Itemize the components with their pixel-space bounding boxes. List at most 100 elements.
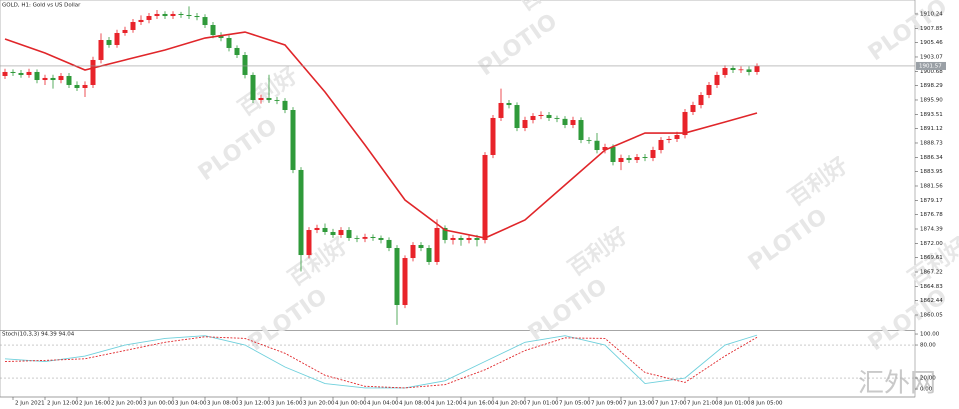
candle-body — [74, 84, 80, 88]
x-tick-label: 3 Jun 08:00 — [207, 401, 239, 407]
candle-body — [426, 248, 432, 262]
x-tick-label: 3 Jun 04:00 — [175, 401, 207, 407]
y-tick-label: 1867.22 — [920, 270, 943, 276]
candle-body — [98, 40, 104, 60]
candle-body — [506, 102, 512, 106]
candle-body — [146, 16, 152, 20]
candle-body — [394, 248, 400, 305]
x-tick-label: 3 Jun 20:00 — [303, 401, 335, 407]
candle-body — [338, 230, 344, 235]
candle-body — [482, 154, 488, 240]
candle-body — [50, 77, 56, 81]
candle-body — [18, 72, 24, 75]
y-tick-label: 1905.46 — [920, 40, 943, 46]
y-tick-label: 1893.51 — [920, 112, 943, 118]
candle-body — [66, 75, 72, 85]
candle-body — [658, 139, 664, 151]
candle-body — [138, 19, 144, 23]
y-tick-label: 80.00 — [920, 343, 936, 349]
candle-body — [530, 115, 536, 121]
candle-body — [258, 98, 264, 100]
x-tick-label: 7 Jun 09:00 — [591, 401, 623, 407]
candle-body — [602, 147, 608, 151]
current-price-label: 1901.57 — [919, 63, 942, 69]
candle-body — [634, 157, 640, 161]
y-tick-label: 0.00 — [920, 387, 933, 393]
moving-average — [4, 31, 758, 239]
candle-body — [34, 71, 40, 81]
candle-body — [346, 230, 352, 238]
candle-body — [194, 16, 200, 18]
candle-body — [754, 65, 760, 72]
candle-body — [234, 47, 240, 55]
current-price-box — [916, 61, 946, 70]
y-tick-label: 1898.29 — [920, 83, 943, 89]
y-tick-label: 1907.85 — [920, 26, 943, 32]
candle-body — [682, 111, 688, 136]
y-tick-label: 1883.95 — [920, 169, 943, 175]
candle-body — [330, 231, 336, 235]
x-tick-label: 2 Jun 2021 — [15, 401, 45, 407]
candle-body — [458, 237, 464, 240]
x-tick-label: 7 Jun 01:00 — [527, 401, 559, 407]
candle-body — [10, 71, 16, 73]
candle-body — [210, 25, 216, 36]
candle-body — [490, 117, 496, 155]
x-tick-label: 3 Jun 00:00 — [143, 401, 175, 407]
y-tick-label: 1903.07 — [920, 54, 943, 60]
candle-body — [82, 84, 88, 88]
candle-body — [42, 77, 48, 81]
candle-body — [282, 100, 288, 110]
candle-body — [314, 227, 320, 231]
x-tick-label: 7 Jun 05:00 — [559, 401, 591, 407]
y-tick-label: 1910.24 — [920, 11, 943, 17]
candle-body — [362, 236, 368, 239]
x-tick-label: 4 Jun 12:00 — [431, 401, 463, 407]
candle-body — [466, 237, 472, 240]
candle-body — [122, 29, 128, 33]
y-tick-label: 1895.90 — [920, 97, 943, 103]
y-tick-label: 1862.44 — [920, 298, 943, 304]
candle-body — [378, 237, 384, 240]
y-tick-label: 1860.05 — [920, 313, 943, 319]
x-tick-label: 8 Jun 01:00 — [719, 401, 751, 407]
candle-body — [370, 236, 376, 238]
candle-body — [746, 69, 752, 72]
candle-body — [306, 230, 312, 256]
candle-body — [178, 13, 184, 15]
candle-body — [642, 157, 648, 158]
x-tick-label: 4 Jun 20:00 — [495, 401, 527, 407]
candle-body — [322, 227, 328, 232]
candle-body — [514, 105, 520, 128]
candle-body — [354, 237, 360, 239]
y-tick-label: 100.00 — [920, 332, 940, 338]
candle-body — [610, 147, 616, 163]
candle-body — [266, 98, 272, 100]
y-tick-label: 1879.17 — [920, 198, 943, 204]
candle-body — [690, 105, 696, 112]
candle-body — [706, 84, 712, 96]
x-tick-label: 2 Jun 16:00 — [79, 401, 111, 407]
candle-body — [298, 169, 304, 256]
x-tick-label: 2 Jun 20:00 — [111, 401, 143, 407]
y-tick-label: 1891.12 — [920, 126, 943, 132]
candle-body — [162, 13, 168, 17]
y-tick-label: 1864.83 — [920, 284, 943, 290]
candle-body — [618, 157, 624, 163]
candle-body — [666, 138, 672, 140]
y-tick-label: 1874.39 — [920, 226, 943, 232]
y-tick-label: 1900.68 — [920, 69, 943, 75]
candle-body — [498, 102, 504, 118]
candle-body — [450, 237, 456, 240]
x-tick-label: 4 Jun 08:00 — [399, 401, 431, 407]
candle-body — [546, 114, 552, 118]
indicator-title: Stoch(10,3,3) 94.39 94.04 — [2, 332, 75, 338]
candle-body — [402, 258, 408, 305]
candle-body — [474, 237, 480, 240]
candle-body — [586, 139, 592, 141]
y-tick-label: 1869.61 — [920, 255, 943, 261]
candle-body — [114, 32, 120, 45]
candle-body — [570, 120, 576, 125]
stoch-line — [4, 334, 758, 389]
